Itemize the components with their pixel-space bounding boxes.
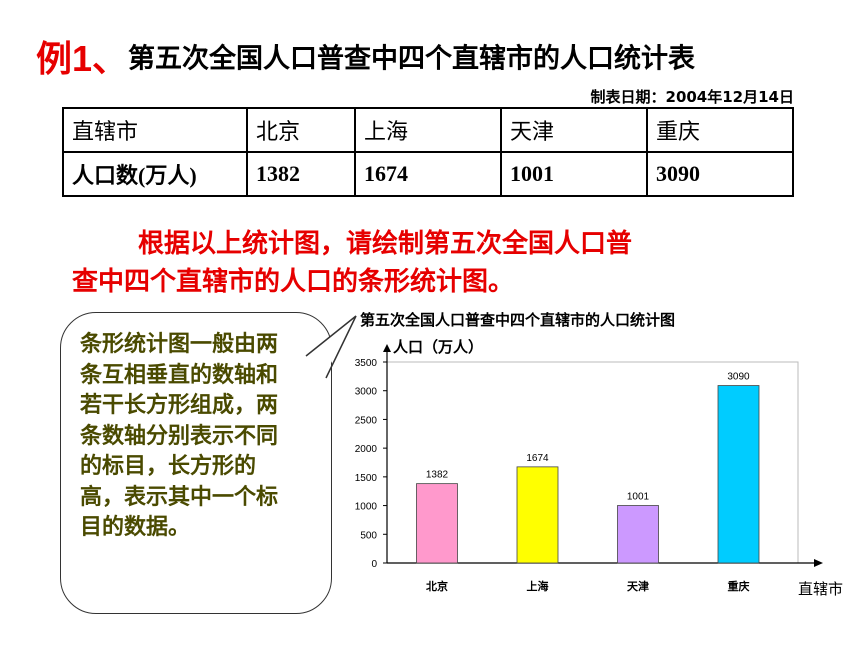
bar xyxy=(717,385,760,564)
table-value-row: 人口数(万人) 1382 1674 1001 3090 xyxy=(62,151,794,197)
bar xyxy=(416,483,458,564)
callout-text: 条形统计图一般由两条互相垂直的数轴和若干长方形组成，两条数轴分别表示不同的标目，… xyxy=(80,332,279,540)
instruction-text: 根据以上统计图，请绘制第五次全国人口普 查中四个直辖市的人口的条形统计图。 xyxy=(72,225,792,301)
y-tick-label: 1000 xyxy=(355,502,378,513)
x-tick-label: 天津 xyxy=(627,579,649,593)
data-label: 1382 xyxy=(426,470,449,481)
bar xyxy=(516,466,559,564)
table-city-cell: 重庆 xyxy=(646,107,794,153)
table-city-cell: 上海 xyxy=(354,107,502,153)
y-tick-label: 0 xyxy=(371,559,377,570)
callout-bubble xyxy=(60,312,332,614)
bar xyxy=(617,505,659,564)
y-tick-label: 3000 xyxy=(355,387,378,398)
x-tick-label: 上海 xyxy=(527,579,549,593)
table-date: 制表日期：2004年12月14日 xyxy=(590,88,795,106)
chart-title: 第五次全国人口普查中四个直辖市的人口统计图 xyxy=(360,311,676,329)
population-table: 直辖市 北京 上海 天津 重庆 人口数(万人) 1382 1674 1001 3… xyxy=(62,107,794,197)
y-axis-arrow xyxy=(383,344,391,352)
instruction-line-2: 查中四个直辖市的人口的条形统计图。 xyxy=(72,267,515,297)
y-tick-label: 2500 xyxy=(355,415,378,426)
table-city-cell: 北京 xyxy=(246,107,356,153)
data-label: 3090 xyxy=(727,372,750,383)
data-label: 1674 xyxy=(526,453,549,464)
x-axis-label: 直辖市 xyxy=(798,580,843,598)
y-tick-label: 2000 xyxy=(355,444,378,455)
x-tick-label: 北京 xyxy=(426,579,448,593)
y-tick-label: 500 xyxy=(360,530,377,541)
y-axis-label: 人口（万人） xyxy=(393,338,483,356)
table-value-header: 人口数(万人) xyxy=(62,151,248,197)
data-label: 1001 xyxy=(627,492,650,503)
table-value-cell: 3090 xyxy=(646,151,794,197)
table-city-cell: 天津 xyxy=(500,107,648,153)
y-tick-label: 3500 xyxy=(355,358,378,369)
x-axis-arrow xyxy=(814,559,823,567)
table-header-row: 直辖市 北京 上海 天津 重庆 xyxy=(62,107,794,153)
example-label: 例1、 xyxy=(36,38,129,79)
table-value-cell: 1382 xyxy=(246,151,356,197)
instruction-line-1: 根据以上统计图，请绘制第五次全国人口普 xyxy=(138,229,633,259)
page-heading: 例1、第五次全国人口普查中四个直辖市的人口统计表 xyxy=(36,30,695,80)
table-value-cell: 1674 xyxy=(354,151,502,197)
page-title: 第五次全国人口普查中四个直辖市的人口统计表 xyxy=(128,43,696,75)
table-value-cell: 1001 xyxy=(500,151,648,197)
x-tick-label: 重庆 xyxy=(728,579,750,593)
table-row-header: 直辖市 xyxy=(62,107,248,153)
y-tick-label: 1500 xyxy=(355,473,378,484)
